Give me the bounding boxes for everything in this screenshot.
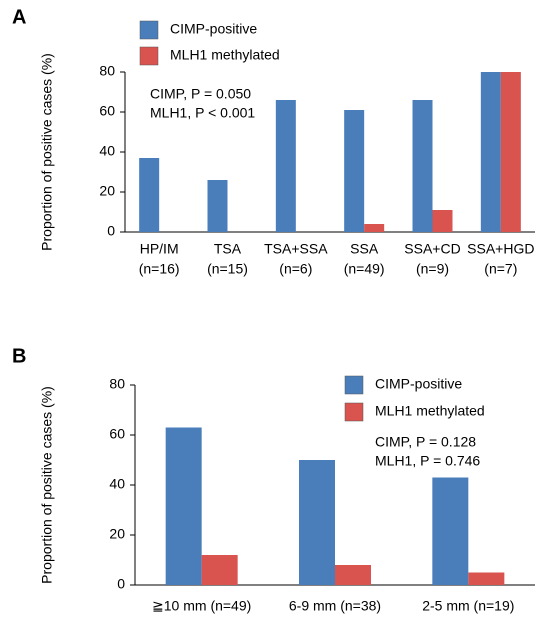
legend-swatch (139, 46, 159, 66)
x-tick-label: 6-9 mm (n=38) (289, 598, 381, 614)
legend-label: MLH1 methylated (170, 47, 280, 63)
legend-label: CIMP-positive (170, 21, 257, 37)
y-tick-label: 40 (109, 476, 125, 492)
y-tick-label: 20 (109, 526, 125, 542)
x-tick-label: (n=16) (139, 261, 180, 277)
x-tick-label: SSA+CD (404, 241, 460, 257)
bar (432, 477, 469, 585)
y-tick-label: 60 (109, 426, 125, 442)
y-tick-label: 60 (99, 103, 115, 119)
bar (299, 460, 335, 585)
y-axis-label: Proportion of positive cases (%) (39, 386, 55, 584)
bar (207, 180, 228, 232)
legend-swatch (344, 402, 364, 422)
x-tick-label: (n=9) (416, 261, 449, 277)
bar (344, 110, 365, 232)
legend-swatch (344, 375, 364, 395)
bar (500, 72, 521, 232)
bar (335, 565, 371, 585)
legend-label: MLH1 methylated (375, 403, 485, 419)
x-tick-label: 2-5 mm (n=19) (422, 598, 514, 614)
y-tick-label: 0 (107, 223, 115, 239)
panel-label: B (12, 345, 26, 367)
bar (412, 100, 433, 232)
x-tick-label: (n=49) (344, 261, 385, 277)
x-tick-label: (n=15) (207, 261, 248, 277)
panel-label: A (12, 6, 26, 28)
x-tick-label: (n=7) (484, 261, 517, 277)
legend-swatch (139, 20, 159, 40)
x-tick-label: ≧10 mm (n=49) (152, 598, 251, 614)
bar (165, 427, 202, 585)
bar (480, 72, 501, 232)
annotation: CIMP, P = 0.050 (150, 86, 251, 102)
x-tick-label: HP/IM (140, 241, 179, 257)
annotation: MLH1, P = 0.746 (375, 453, 480, 469)
bar (432, 210, 453, 232)
x-tick-label: SSA (350, 241, 379, 257)
x-tick-label: TSA+SSA (264, 241, 328, 257)
y-axis-label: Proportion of positive cases (%) (39, 53, 55, 251)
annotation: CIMP, P = 0.128 (375, 434, 476, 450)
annotation: MLH1, P < 0.001 (150, 105, 255, 121)
bar (468, 572, 505, 585)
y-tick-label: 20 (99, 183, 115, 199)
x-tick-label: SSA+HGD (467, 241, 534, 257)
bar (364, 224, 385, 232)
x-tick-label: (n=6) (279, 261, 312, 277)
y-tick-label: 0 (117, 576, 125, 592)
x-tick-label: TSA (214, 241, 242, 257)
bar (201, 555, 238, 585)
y-tick-label: 40 (99, 143, 115, 159)
y-tick-label: 80 (109, 376, 125, 392)
legend-label: CIMP-positive (375, 376, 462, 392)
y-tick-label: 80 (99, 63, 115, 79)
bar (139, 158, 160, 232)
bar (275, 100, 296, 232)
